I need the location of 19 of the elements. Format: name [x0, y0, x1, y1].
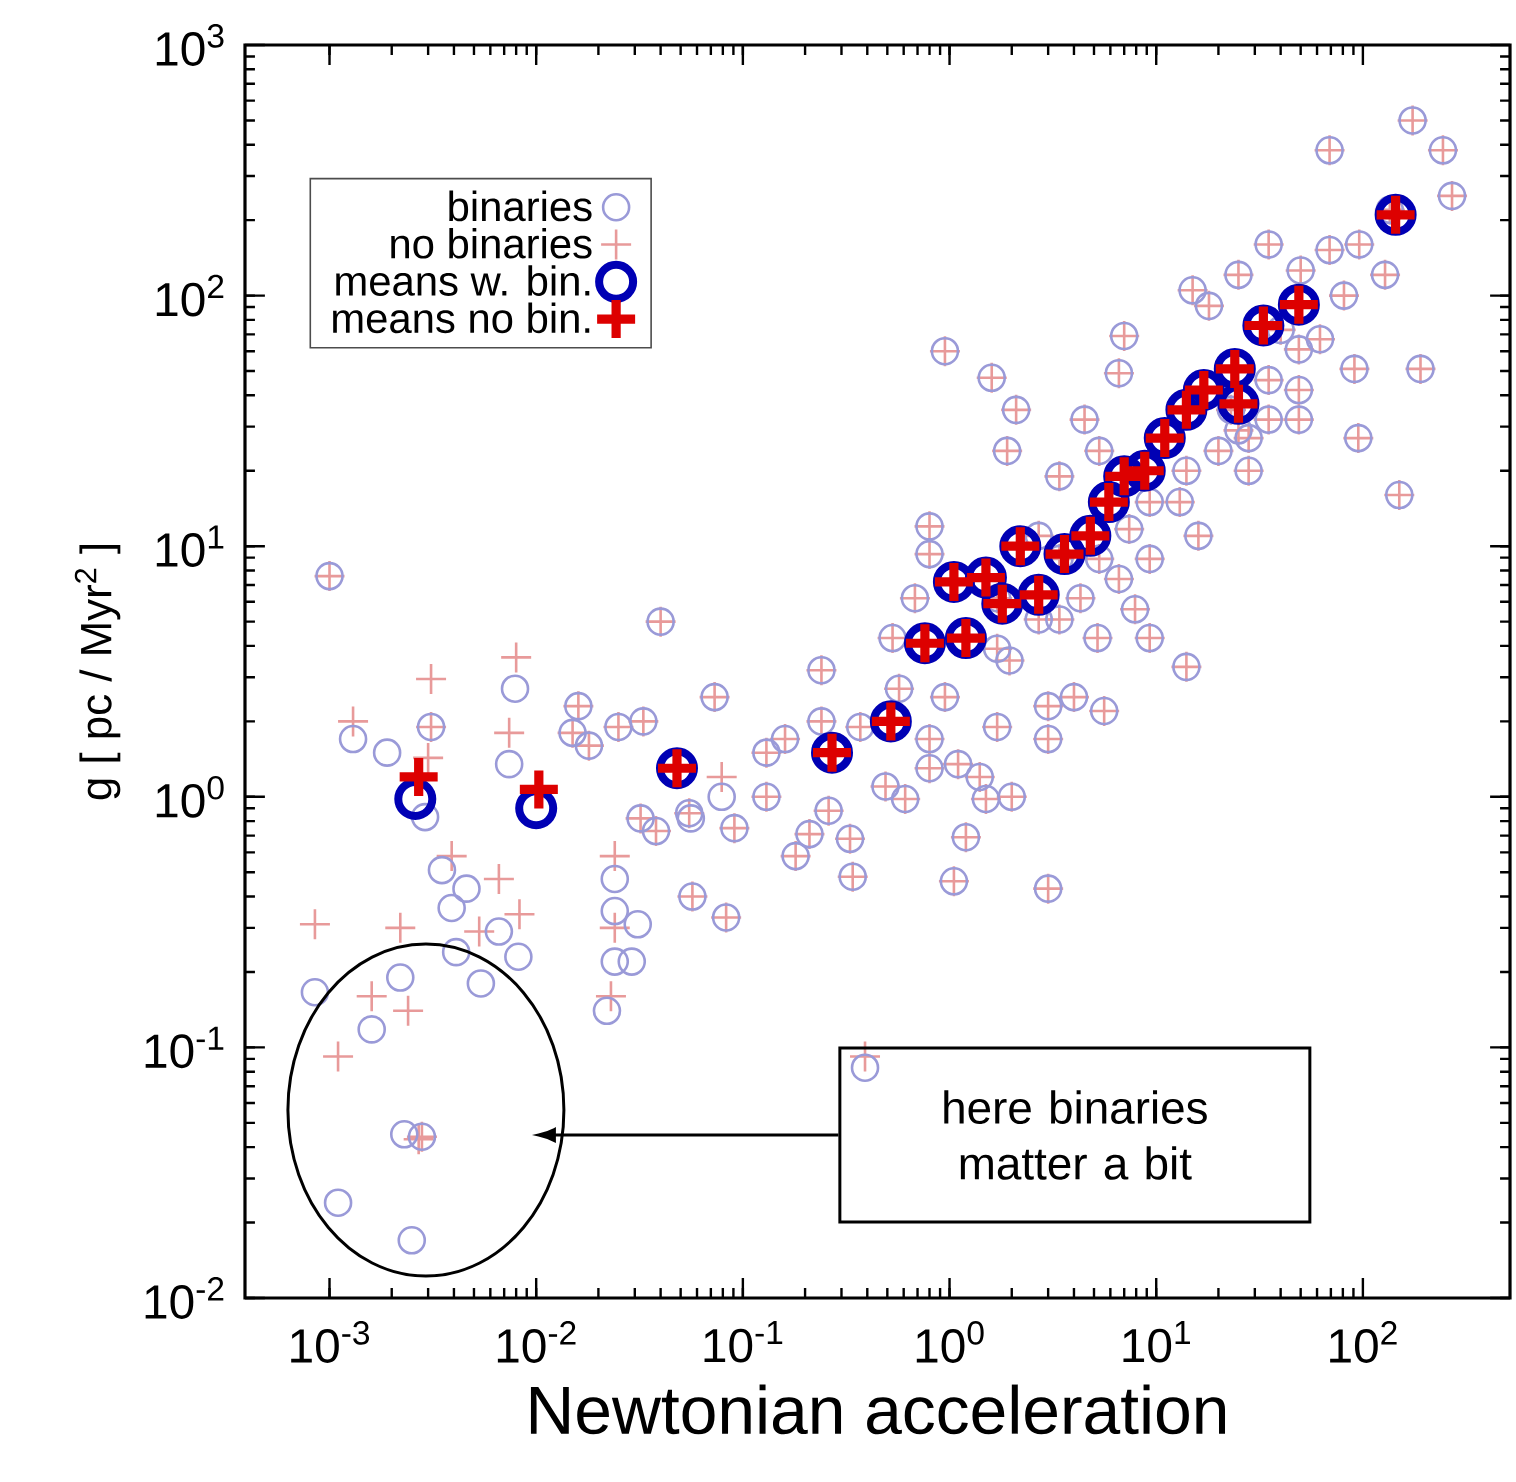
x-axis-title: Newtonian acceleration [530, 1384, 1226, 1435]
annotation: here binaries matter a bit [944, 1090, 1207, 1180]
x-tick-label: 10$^{-2}$ [497, 1321, 576, 1363]
x-tick-label: 10$^{2}$ [1330, 1321, 1397, 1363]
y-tick-label: 10$^{0}$ [156, 775, 224, 818]
y-tick-label: 10$^{-1}$ [145, 1026, 224, 1069]
y-axis-title: g [ pc / Myr$^{2}$ ] [74, 545, 121, 800]
x-tick-label: 10$^{-1}$ [704, 1321, 783, 1363]
y-tick-label: 10$^{-2}$ [145, 1277, 224, 1319]
legend-label: means no bin. [333, 302, 590, 334]
y-tick-label: 10$^{3}$ [156, 24, 224, 66]
legend-label: no binaries [391, 227, 592, 259]
legend-label: means w. bin. [336, 265, 590, 296]
x-tick-label: 10$^{1}$ [1123, 1321, 1190, 1363]
y-tick-label: 10$^{1}$ [156, 525, 224, 567]
y-tick-label: 10$^{2}$ [156, 274, 224, 317]
legend-label: binaries [449, 190, 592, 222]
x-tick-label: 10$^{0}$ [916, 1321, 984, 1363]
x-tick-label: 10$^{-3}$ [291, 1321, 370, 1363]
